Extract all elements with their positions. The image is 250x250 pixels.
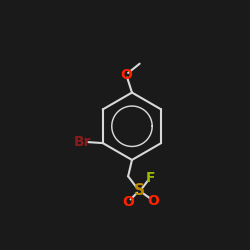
Text: O: O: [120, 68, 132, 82]
Text: S: S: [134, 183, 145, 198]
Text: O: O: [122, 195, 134, 209]
Text: F: F: [146, 171, 155, 185]
Text: O: O: [147, 194, 159, 208]
Text: Br: Br: [74, 135, 91, 149]
